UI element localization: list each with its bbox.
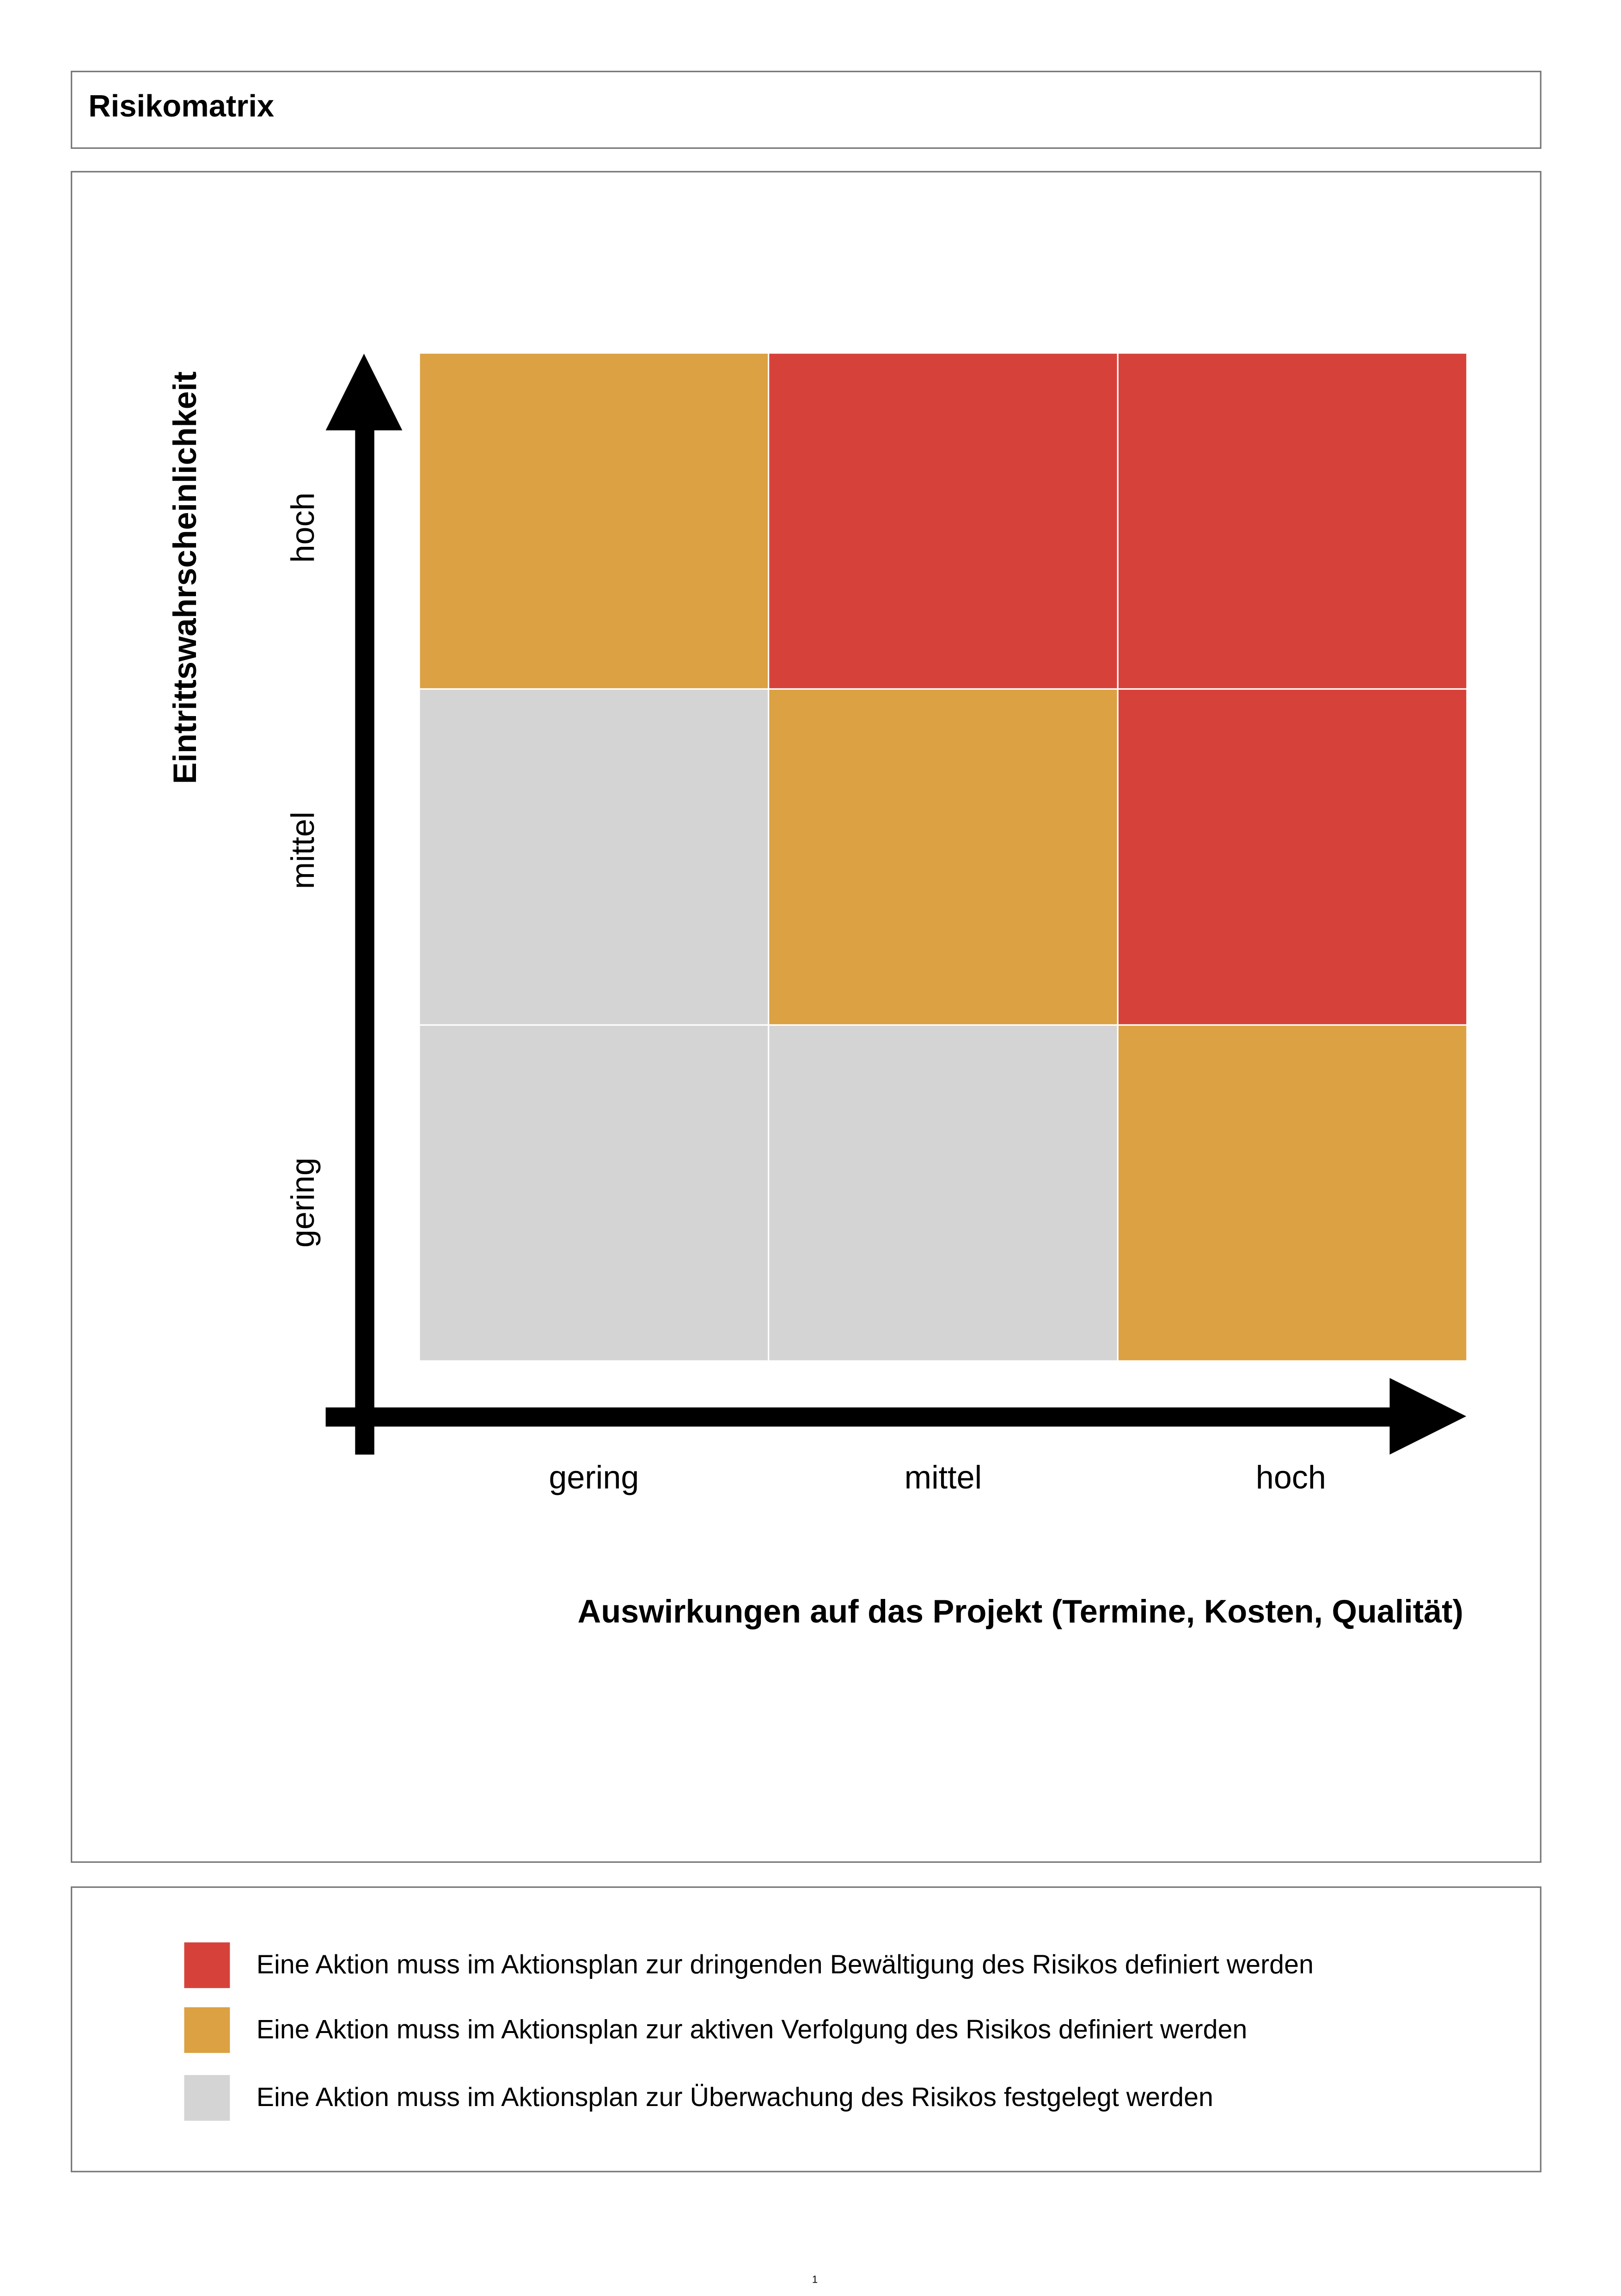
y-label-hoch: hoch — [284, 492, 322, 563]
y-axis-title: Eintrittswahrscheinlichkeit — [166, 371, 203, 784]
page-title: Risikomatrix — [88, 90, 275, 124]
y-label-mittel: mittel — [284, 811, 322, 889]
legend-item-red: Eine Aktion muss im Aktionsplan zur drin… — [184, 1941, 1314, 1988]
legend-swatch — [184, 2006, 230, 2052]
legend-swatch — [184, 1941, 230, 1988]
matrix-cell-gering-mittel — [769, 1025, 1117, 1360]
title-box: Risikomatrix — [71, 71, 1541, 149]
matrix-cell-gering-gering — [420, 1025, 768, 1360]
matrix-cell-mittel-hoch — [1118, 690, 1467, 1024]
legend-text: Eine Aktion muss im Aktionsplan zur akti… — [256, 2014, 1248, 2044]
legend-text: Eine Aktion muss im Aktionsplan zur Über… — [256, 2082, 1213, 2112]
x-label-gering: gering — [549, 1459, 639, 1496]
y-axis-arrow — [325, 354, 403, 1455]
legend-panel — [71, 1886, 1541, 2173]
x-label-mittel: mittel — [904, 1459, 982, 1496]
x-axis-title: Auswirkungen auf das Projekt (Termine, K… — [577, 1593, 1463, 1630]
legend-swatch — [184, 2074, 230, 2120]
matrix-panel — [71, 171, 1541, 1863]
page-number: 1 — [812, 2275, 818, 2286]
legend-text: Eine Aktion muss im Aktionsplan zur drin… — [256, 1949, 1314, 1979]
matrix-cell-gering-hoch — [1118, 1025, 1467, 1360]
matrix-cell-mittel-gering — [420, 690, 768, 1024]
legend-item-orange: Eine Aktion muss im Aktionsplan zur akti… — [184, 2006, 1248, 2053]
matrix-cell-hoch-gering — [420, 354, 768, 688]
x-axis-arrow — [325, 1378, 1467, 1455]
y-label-gering: gering — [284, 1157, 322, 1248]
legend-item-gray: Eine Aktion muss im Aktionsplan zur Über… — [184, 2074, 1213, 2121]
matrix-cell-mittel-mittel — [769, 690, 1117, 1024]
matrix-cell-hoch-mittel — [769, 354, 1117, 688]
axes-arrows — [325, 354, 1467, 1455]
x-label-hoch: hoch — [1255, 1459, 1326, 1496]
matrix-cell-hoch-hoch — [1118, 354, 1467, 688]
